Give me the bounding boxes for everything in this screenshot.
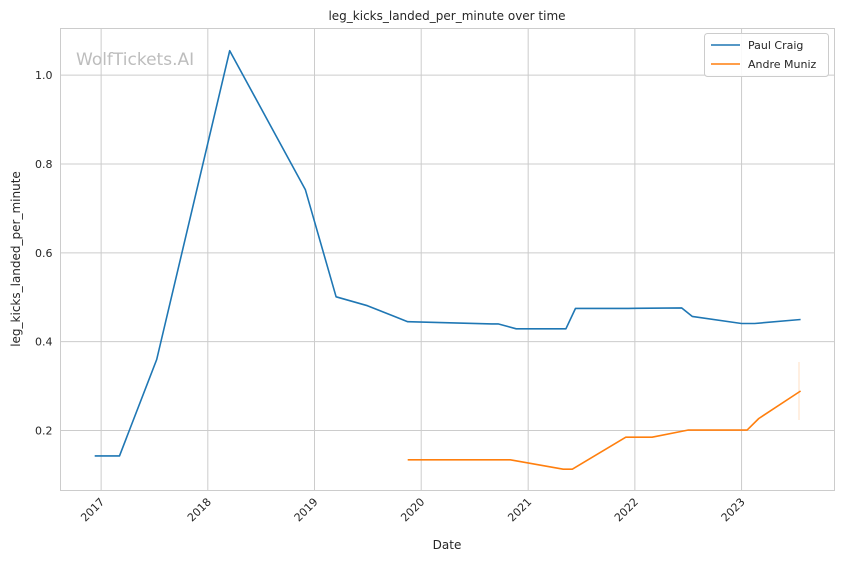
watermark: WolfTickets.AI xyxy=(76,50,194,70)
plot-frame xyxy=(60,28,835,491)
chart-title: leg_kicks_landed_per_minute over time xyxy=(328,9,565,23)
y-tick-label: 1.0 xyxy=(35,69,53,82)
y-tick-label: 0.6 xyxy=(35,247,53,260)
series-lines xyxy=(94,49,802,471)
y-tick-label: 0.2 xyxy=(35,425,53,438)
legend: Paul Craig Andre Muniz xyxy=(704,33,829,77)
y-tick-label: 0.8 xyxy=(35,158,53,171)
y-tick-label: 0.4 xyxy=(35,336,53,349)
grid xyxy=(60,28,835,491)
y-axis-title: leg_kicks_landed_per_minute xyxy=(9,171,23,347)
legend-label-andre-muniz: Andre Muniz xyxy=(748,58,817,71)
series-line-paul-craig xyxy=(94,49,801,457)
y-ticks: 0.2 0.4 0.6 0.8 1.0 xyxy=(35,69,53,437)
series-line-andre-muniz xyxy=(407,390,802,471)
legend-label-paul-craig: Paul Craig xyxy=(748,39,803,52)
x-axis-title: Date xyxy=(433,538,462,552)
